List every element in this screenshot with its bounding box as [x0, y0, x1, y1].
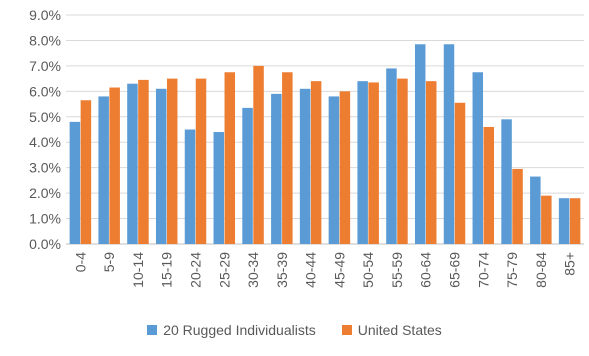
- bar-rugged-individualists-35-39: [271, 93, 282, 244]
- gridlines: [66, 14, 584, 245]
- x-tick-label: 85+: [562, 252, 578, 276]
- bar-rugged-individualists-25-29: [213, 132, 225, 244]
- bar-rugged-individualists-15-19: [155, 88, 167, 245]
- legend-swatch-series-1: [147, 325, 158, 335]
- bar-united-states-40-44: [310, 81, 322, 245]
- bar-united-states-15-19: [166, 78, 178, 244]
- legend-item-series-2: United States: [341, 322, 442, 338]
- bar-united-states-45-49: [339, 91, 351, 244]
- bar-rugged-individualists-80-84: [530, 176, 541, 244]
- bar-united-states-20-24: [195, 78, 207, 244]
- x-tick-label: 15-19: [159, 252, 175, 288]
- bar-rugged-individualists-75-79: [501, 119, 512, 244]
- bar-united-states-55-59: [397, 78, 408, 244]
- x-tick-label: 30-34: [245, 252, 261, 288]
- y-tick-label: 6.0%: [29, 83, 61, 99]
- legend-label-series-2: United States: [357, 322, 442, 338]
- y-tick-label: 9.0%: [29, 7, 61, 23]
- bar-united-states-60-64: [425, 81, 437, 245]
- x-tick-label: 75-79: [504, 252, 520, 288]
- y-tick-label: 4.0%: [29, 134, 61, 150]
- bar-united-states-10-14: [138, 79, 149, 244]
- bar-rugged-individualists-20-24: [184, 129, 196, 244]
- x-tick-label: 0-4: [72, 252, 88, 272]
- bar-rugged-individualists-65-69: [443, 44, 455, 245]
- legend-swatch-series-2: [341, 325, 352, 335]
- bar-rugged-individualists-60-64: [414, 44, 426, 245]
- y-tick-label: 0.0%: [29, 236, 61, 252]
- bar-united-states-80-84: [541, 195, 552, 244]
- y-axis-tick-labels: 0.0% 1.0% 2.0% 3.0% 4.0% 5.0% 6.0% 7.0% 8.0% 9.0%: [29, 7, 61, 252]
- bar-rugged-individualists-30-34: [242, 107, 253, 244]
- bar-united-states-0-4: [80, 100, 92, 244]
- y-tick-label: 8.0%: [29, 32, 61, 48]
- x-tick-label: 35-39: [274, 252, 290, 288]
- bar-united-states-35-39: [282, 72, 293, 244]
- bar-united-states-30-34: [253, 65, 264, 244]
- x-tick-label: 25-29: [216, 252, 232, 288]
- bars: [69, 44, 581, 245]
- legend-item-series-1: 20 Rugged Individualists: [147, 322, 316, 338]
- bar-rugged-individualists-50-54: [357, 81, 368, 245]
- legend-label-series-1: 20 Rugged Individualists: [163, 322, 316, 338]
- bar-united-states-5-9: [109, 87, 120, 245]
- bar-united-states-65-69: [454, 102, 466, 245]
- bar-rugged-individualists-85+: [558, 198, 570, 244]
- bar-united-states-25-29: [224, 72, 236, 244]
- x-tick-label: 80-84: [533, 252, 549, 288]
- x-tick-label: 45-49: [331, 252, 347, 288]
- bar-united-states-75-79: [512, 168, 523, 244]
- x-tick-label: 40-44: [303, 252, 319, 288]
- bar-rugged-individualists-0-4: [69, 121, 81, 244]
- x-tick-label: 5-9: [101, 252, 117, 272]
- x-tick-label: 55-59: [389, 252, 405, 288]
- x-tick-label: 20-24: [188, 252, 204, 288]
- bar-rugged-individualists-45-49: [328, 96, 340, 244]
- y-tick-label: 2.0%: [29, 185, 61, 201]
- bar-rugged-individualists-70-74: [472, 72, 484, 244]
- bar-rugged-individualists-40-44: [299, 88, 311, 245]
- y-tick-label: 7.0%: [29, 58, 61, 74]
- bar-rugged-individualists-5-9: [98, 96, 109, 244]
- x-tick-label: 50-54: [360, 252, 376, 288]
- x-tick-label: 10-14: [130, 252, 146, 288]
- x-axis-tick-labels: 0-4 5-9 10-14 15-19 20-24 25-29 30-34 35-39 40-4…: [72, 252, 577, 288]
- x-tick-label: 70-74: [475, 252, 491, 288]
- y-tick-label: 3.0%: [29, 160, 61, 176]
- y-tick-label: 5.0%: [29, 109, 61, 125]
- bar-rugged-individualists-10-14: [127, 83, 138, 244]
- x-tick-label: 65-69: [447, 252, 463, 288]
- legend: 20 Rugged Individualists United States: [0, 322, 589, 338]
- x-tick-label: 60-64: [418, 252, 434, 288]
- bar-rugged-individualists-55-59: [386, 68, 397, 244]
- bar-united-states-50-54: [368, 82, 379, 244]
- y-tick-label: 1.0%: [29, 211, 61, 227]
- bar-united-states-70-74: [483, 126, 495, 244]
- bar-united-states-85+: [569, 198, 581, 244]
